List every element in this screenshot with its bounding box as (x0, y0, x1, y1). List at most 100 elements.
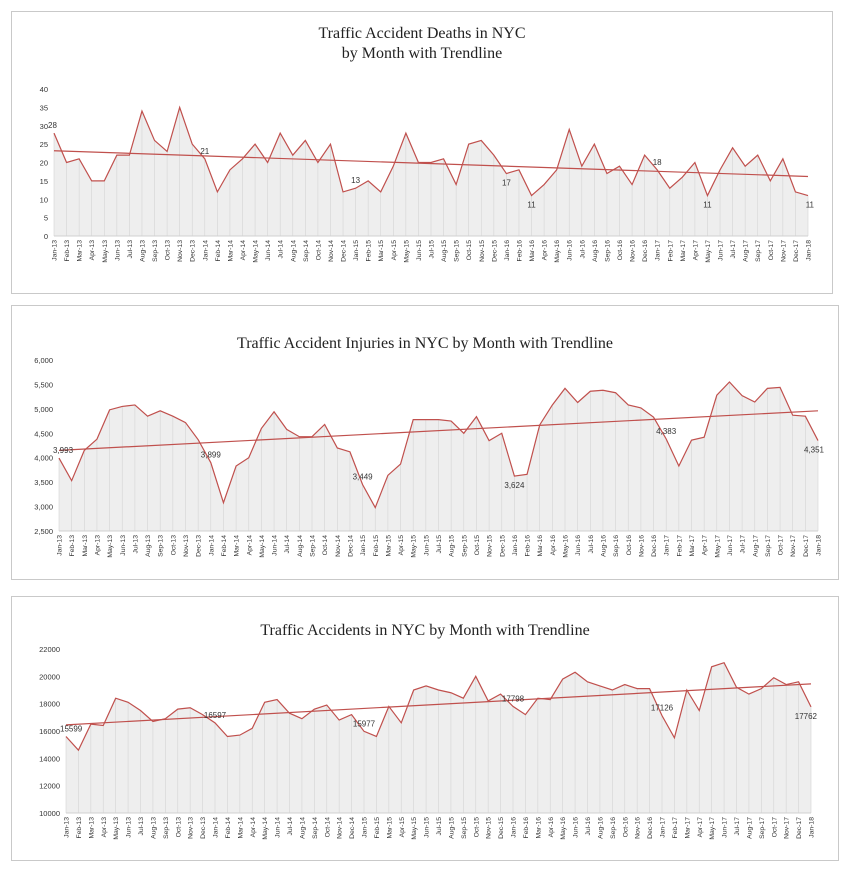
data-label: 15599 (60, 724, 83, 733)
data-label: 13 (351, 176, 360, 185)
x-tick-label: Mar-17 (684, 817, 691, 839)
x-tick-label: May-17 (714, 535, 721, 558)
x-tick-label: Feb-13 (76, 817, 83, 839)
x-tick-label: Dec-17 (796, 817, 803, 839)
x-tick-label: Oct-15 (466, 240, 473, 261)
x-tick-label: Oct-17 (778, 535, 785, 556)
x-tick-label: Mar-16 (529, 240, 536, 262)
x-tick-label: Feb-14 (215, 240, 222, 262)
deaths-chart-plot: 0 5 10 15 20 25 30 35 40 Jan-13 Feb-13 Mar-13 Apr-13… (40, 85, 815, 263)
data-label: 11 (527, 201, 536, 210)
x-tick-label: Aug-14 (290, 240, 297, 262)
x-tick-label: Oct-15 (473, 817, 480, 838)
data-label: 17798 (502, 694, 525, 703)
x-tick-label: Oct-13 (170, 535, 177, 556)
y-tick-label: 4,000 (34, 454, 53, 463)
x-tick-label: Aug-16 (600, 535, 607, 557)
x-tick-label: Jul-16 (579, 240, 586, 259)
x-tick-label: May-15 (411, 817, 418, 840)
x-tick-label: May-16 (560, 817, 567, 840)
x-tick-label: Jun-16 (573, 817, 580, 838)
x-tick-label: Sep-13 (158, 535, 165, 557)
x-tick-label: May-17 (705, 240, 712, 263)
y-tick-label: 10 (40, 195, 48, 204)
x-tick-label: Feb-16 (516, 240, 523, 262)
x-tick-label: May-15 (411, 535, 418, 558)
x-tick-label: Nov-14 (328, 240, 335, 262)
x-tick-label: Oct-14 (324, 817, 331, 838)
y-tick-label: 20 (40, 159, 48, 168)
x-tick-label: Sep-17 (765, 535, 772, 557)
y-tick-label: 3,500 (34, 478, 53, 487)
data-label: 3,899 (201, 451, 222, 460)
x-tick-label: Jan-15 (360, 535, 367, 556)
x-tick-label: May-13 (113, 817, 120, 840)
y-tick-label: 14000 (39, 754, 60, 763)
data-label: 17762 (795, 712, 818, 721)
accidents-chart-panel: Traffic Accidents in NYC by Month with T… (11, 596, 839, 861)
x-tick-label: Sep-13 (152, 240, 159, 262)
x-tick-label: Jun-17 (727, 535, 734, 556)
chart-title: Traffic Accident Deaths in NYC (318, 25, 526, 42)
x-tick-label: Feb-16 (523, 817, 530, 839)
data-label: 11 (806, 201, 815, 210)
x-tick-label: Jan-16 (511, 817, 518, 838)
x-tick-label: May-14 (259, 535, 266, 558)
x-tick-label: Mar-15 (378, 240, 385, 262)
x-tick-label: Aug-13 (145, 535, 152, 557)
x-tick-label: Mar-16 (537, 535, 544, 557)
x-tick-label: Jun-14 (272, 535, 279, 556)
data-label: 15977 (353, 719, 376, 728)
x-tick-label: Jan-13 (57, 535, 64, 556)
x-tick-label: Mar-13 (88, 817, 95, 839)
x-tick-label: Feb-15 (373, 535, 380, 557)
x-tick-label: Apr-17 (702, 535, 709, 556)
x-tick-label: Dec-15 (499, 535, 506, 557)
trendline (58, 410, 819, 451)
x-tick-label: Jan-16 (512, 535, 519, 556)
y-tick-label: 30 (40, 122, 48, 131)
x-tick-label: Dec-14 (347, 535, 354, 557)
x-tick-label: Feb-13 (64, 240, 71, 262)
x-tick-label: Sep-14 (312, 817, 319, 839)
x-tick-label: May-16 (563, 535, 570, 558)
x-tick-label: Aug-14 (299, 817, 306, 839)
x-tick-label: Feb-15 (366, 240, 373, 262)
x-tick-label: Apr-15 (391, 240, 398, 261)
data-label: 18 (653, 158, 662, 167)
series-line (65, 661, 812, 752)
y-tick-label: 0 (44, 232, 48, 241)
x-tick-label: Mar-13 (82, 535, 89, 557)
x-tick-label: Apr-13 (94, 535, 101, 556)
x-tick-label: Jan-15 (353, 240, 360, 261)
x-tick-label: Dec-15 (491, 240, 498, 262)
y-tick-label: 18000 (39, 700, 60, 709)
x-tick-label: Jan-18 (809, 817, 816, 838)
x-tick-label: Nov-17 (790, 535, 797, 557)
y-tick-label: 5,000 (34, 405, 53, 414)
x-tick-label: Jul-17 (734, 817, 741, 836)
x-tick-label: Jan-18 (816, 535, 823, 556)
x-tick-label: Mar-14 (237, 817, 244, 839)
x-tick-label: Aug-13 (150, 817, 157, 839)
data-label: 4,351 (804, 446, 825, 455)
x-tick-label: Jan-16 (504, 240, 511, 261)
x-tick-label: Mar-15 (386, 817, 393, 839)
x-tick-label: Feb-17 (667, 240, 674, 262)
x-tick-label: Oct-16 (617, 240, 624, 261)
x-tick-label: Apr-17 (692, 240, 699, 261)
x-tick-label: Oct-14 (322, 535, 329, 556)
y-tick-label: 10000 (39, 809, 60, 818)
x-tick-label: Jul-13 (132, 535, 139, 554)
x-tick-label: Feb-17 (676, 535, 683, 557)
x-tick-label: Jun-14 (265, 240, 272, 261)
x-tick-label: Oct-14 (315, 240, 322, 261)
x-tick-label: Jul-14 (287, 817, 294, 836)
x-tick-label: Apr-16 (550, 535, 557, 556)
x-tick-label: May-14 (262, 817, 269, 840)
x-tick-label: Oct-13 (175, 817, 182, 838)
x-tick-label: May-16 (554, 240, 561, 263)
injuries-chart-plot: 2,500 3,000 3,500 4,000 4,500 5,000 5,500 6,000… (34, 356, 825, 558)
x-tick-label: Oct-13 (165, 240, 172, 261)
x-tick-label: Nov-17 (784, 817, 791, 839)
